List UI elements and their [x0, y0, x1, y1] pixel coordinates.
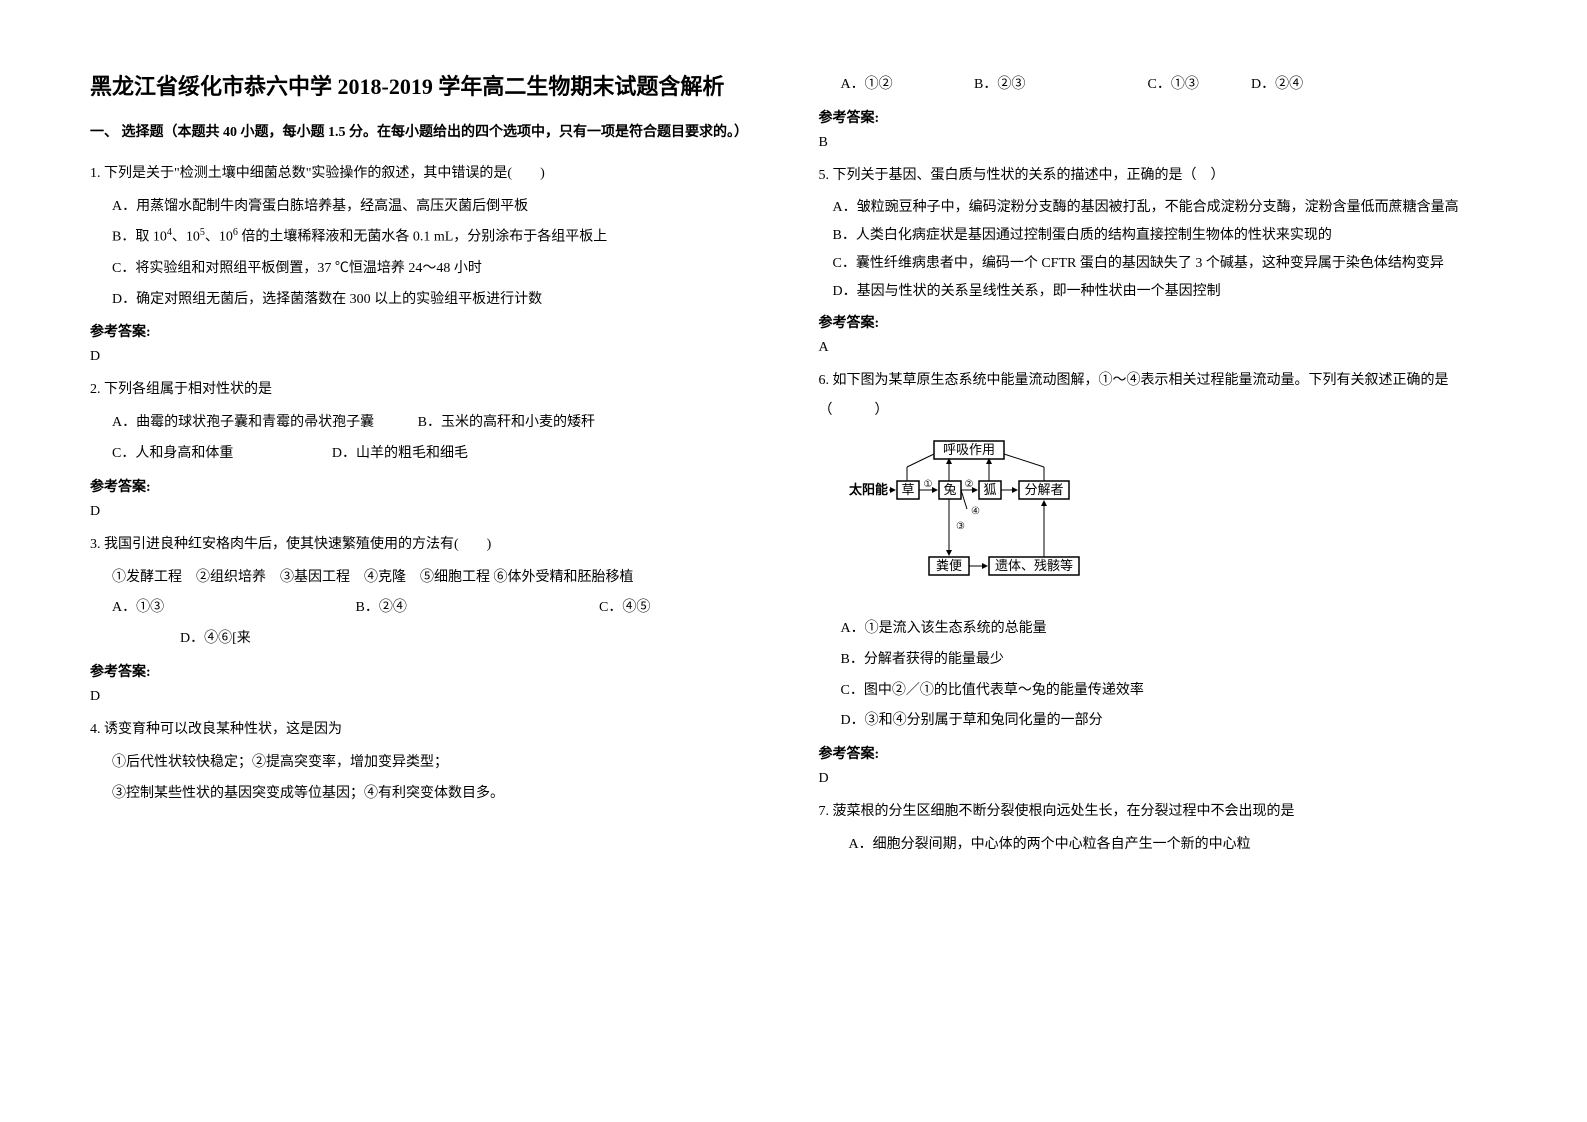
q5-text: 5. 下列关于基因、蛋白质与性状的关系的描述中，正确的是（ ）: [819, 161, 1498, 192]
q4-text: 4. 诱变育种可以改良某种性状，这是因为: [90, 715, 769, 746]
q2-option-b: B．玉米的高秆和小麦的矮秆: [418, 408, 595, 439]
q2-answer-label: 参考答案:: [90, 476, 769, 496]
q3-option-c: C．④⑤: [599, 593, 650, 624]
q6-option-a: A．①是流入该生态系统的总能量: [819, 614, 1498, 645]
q4-option-a: A．①②: [841, 70, 971, 101]
question-7: 7. 菠菜根的分生区细胞不断分裂使根向远处生长，在分裂过程中不会出现的是 A．细…: [819, 797, 1498, 861]
svg-text:呼吸作用: 呼吸作用: [942, 442, 994, 457]
q7-option-a: A．细胞分裂间期，中心体的两个中心粒各自产生一个新的中心粒: [819, 830, 1498, 861]
q2-option-d: D．山羊的粗毛和细毛: [332, 439, 468, 470]
question-4: 4. 诱变育种可以改良某种性状，这是因为 ①后代性状较快稳定；②提高突变率，增加…: [90, 715, 769, 809]
q1-answer-label: 参考答案:: [90, 321, 769, 341]
q3-option-d: D．④⑥[来: [90, 624, 769, 655]
q4-line2: ③控制某些性状的基因突变成等位基因；④有利突变体数目多。: [90, 779, 769, 810]
svg-text:④: ④: [971, 506, 980, 517]
q6-option-b: B．分解者获得的能量最少: [819, 645, 1498, 676]
svg-text:③: ③: [956, 521, 965, 532]
q1-option-b: B．取 104、105、106 倍的土壤稀释液和无菌水各 0.1 mL，分别涂布…: [90, 222, 769, 253]
q2-options-row1: A．曲霉的球状孢子囊和青霉的帚状孢子囊 B．玉米的高秆和小麦的矮秆: [90, 408, 769, 439]
q6-answer-label: 参考答案:: [819, 743, 1498, 763]
q3-answer: D: [90, 689, 769, 705]
q4-option-b: B．②③: [974, 70, 1144, 101]
q5-option-b: B．人类白化病症状是基因通过控制蛋白质的结构直接控制生物体的性状来实现的: [819, 222, 1498, 250]
svg-text:②: ②: [964, 479, 973, 490]
q1-option-c: C．将实验组和对照组平板倒置，37 ℃恒温培养 24～48 小时: [90, 254, 769, 285]
q2-text: 2. 下列各组属于相对性状的是: [90, 375, 769, 406]
q5-option-a: A．皱粒豌豆种子中，编码淀粉分支酶的基因被打乱，不能合成淀粉分支酶，淀粉含量低而…: [819, 194, 1498, 222]
q2-options-row2: C．人和身高和体重 D．山羊的粗毛和细毛: [90, 439, 769, 470]
q5-option-c: C．囊性纤维病患者中，编码一个 CFTR 蛋白的基因缺失了 3 个碱基，这种变异…: [819, 250, 1498, 278]
q6-option-d: D．③和④分别属于草和兔同化量的一部分: [819, 706, 1498, 737]
q3-items: ①发酵工程 ②组织培养 ③基因工程 ④克隆 ⑤细胞工程 ⑥体外受精和胚胎移植: [90, 563, 769, 594]
q2-option-a: A．曲霉的球状孢子囊和青霉的帚状孢子囊: [112, 408, 374, 439]
document-title: 黑龙江省绥化市恭六中学 2018-2019 学年高二生物期末试题含解析: [90, 70, 769, 103]
q1-option-a: A．用蒸馏水配制牛肉膏蛋白胨培养基，经高温、高压灭菌后倒平板: [90, 192, 769, 223]
q3-option-b: B．②④: [356, 593, 596, 624]
q6-answer: D: [819, 771, 1498, 787]
q4-option-c: C．①③: [1148, 70, 1248, 101]
q4-options: A．①② B．②③ C．①③ D．②④: [819, 70, 1498, 101]
question-2: 2. 下列各组属于相对性状的是 A．曲霉的球状孢子囊和青霉的帚状孢子囊 B．玉米…: [90, 375, 769, 469]
question-6: 6. 如下图为某草原生态系统中能量流动图解，①～④表示相关过程能量流动量。下列有…: [819, 366, 1498, 738]
left-column: 黑龙江省绥化市恭六中学 2018-2019 学年高二生物期末试题含解析 一、 选…: [90, 70, 769, 1052]
q6-text: 6. 如下图为某草原生态系统中能量流动图解，①～④表示相关过程能量流动量。下列有…: [819, 366, 1498, 428]
q6-option-c: C．图中②／①的比值代表草～兔的能量传递效率: [819, 676, 1498, 707]
question-3: 3. 我国引进良种红安格肉牛后，使其快速繁殖使用的方法有( ) ①发酵工程 ②组…: [90, 530, 769, 655]
svg-text:兔: 兔: [943, 482, 956, 497]
q1-text: 1. 下列是关于"检测土壤中细菌总数"实验操作的叙述，其中错误的是( ): [90, 159, 769, 190]
q5-answer: A: [819, 340, 1498, 356]
q1-option-d: D．确定对照组无菌后，选择菌落数在 300 以上的实验组平板进行计数: [90, 285, 769, 316]
diagram-svg: 呼吸作用 太阳能 草 兔: [849, 439, 1109, 589]
energy-flow-diagram: 呼吸作用 太阳能 草 兔: [849, 439, 1498, 602]
q5-answer-label: 参考答案:: [819, 312, 1498, 332]
svg-text:分解者: 分解者: [1024, 482, 1063, 497]
q2-option-c: C．人和身高和体重: [112, 439, 233, 470]
right-column: A．①② B．②③ C．①③ D．②④ 参考答案: B 5. 下列关于基因、蛋白…: [819, 70, 1498, 1052]
q3-text: 3. 我国引进良种红安格肉牛后，使其快速繁殖使用的方法有( ): [90, 530, 769, 561]
svg-text:草: 草: [901, 482, 914, 497]
q3-answer-label: 参考答案:: [90, 661, 769, 681]
q1-answer: D: [90, 349, 769, 365]
svg-text:遗体、残骸等: 遗体、残骸等: [994, 558, 1072, 573]
svg-text:粪便: 粪便: [935, 558, 961, 573]
question-5: 5. 下列关于基因、蛋白质与性状的关系的描述中，正确的是（ ） A．皱粒豌豆种子…: [819, 161, 1498, 306]
q3-options-row: A．①③ B．②④ C．④⑤: [90, 593, 769, 624]
svg-text:①: ①: [923, 479, 932, 490]
q7-text: 7. 菠菜根的分生区细胞不断分裂使根向远处生长，在分裂过程中不会出现的是: [819, 797, 1498, 828]
section-header: 一、 选择题（本题共 40 小题，每小题 1.5 分。在每小题给出的四个选项中，…: [90, 121, 769, 145]
q4-line1: ①后代性状较快稳定；②提高突变率，增加变异类型；: [90, 748, 769, 779]
q5-option-d: D．基因与性状的关系呈线性关系，即一种性状由一个基因控制: [819, 278, 1498, 306]
q3-option-a: A．①③: [112, 593, 352, 624]
q4-answer: B: [819, 135, 1498, 151]
q2-answer: D: [90, 504, 769, 520]
svg-text:太阳能: 太阳能: [849, 482, 888, 497]
question-1: 1. 下列是关于"检测土壤中细菌总数"实验操作的叙述，其中错误的是( ) A．用…: [90, 159, 769, 316]
svg-text:狐: 狐: [983, 482, 996, 497]
q4-option-d: D．②④: [1251, 70, 1303, 101]
q4-answer-label: 参考答案:: [819, 107, 1498, 127]
